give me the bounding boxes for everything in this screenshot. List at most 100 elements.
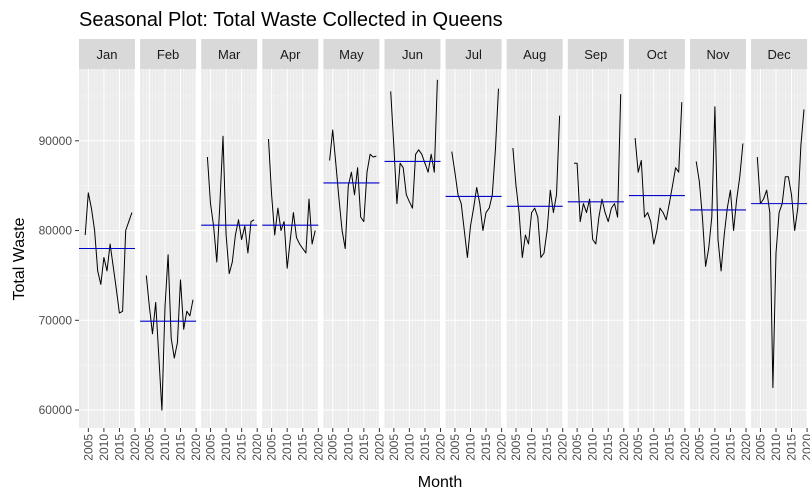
y-tick-label: 80000 [39, 224, 73, 238]
x-tick-label: 2020 [617, 434, 631, 461]
series-line-mar [206, 135, 255, 275]
x-tick-label: 2015 [235, 434, 249, 461]
x-tick-label: 2010 [647, 434, 661, 461]
x-tick-label: 2015 [540, 434, 554, 461]
series-line-apr [268, 138, 316, 269]
facet-strip-label: Sep [584, 47, 607, 62]
facet-panel-aug: Aug 2005 2010 2015 2020 [506, 39, 570, 461]
facet-strip-label: Apr [280, 47, 301, 62]
facet-strip [262, 39, 319, 69]
facet-strip-label: Mar [218, 47, 241, 62]
x-tick-label: 2010 [708, 434, 722, 461]
series-line-feb [145, 254, 194, 411]
facet-panel-mar: Mar 2005 2010 2015 2020 [201, 39, 264, 461]
facet-strip-label: Jan [97, 47, 118, 62]
series-line-oct [634, 102, 683, 245]
series-line-dec [756, 109, 805, 389]
x-tick-label: 2020 [250, 434, 264, 461]
x-tick-label: 2015 [662, 434, 676, 461]
x-tick-label: 2015 [357, 434, 371, 461]
x-tick-label: 2010 [525, 434, 539, 461]
x-tick-label: 2005 [81, 434, 95, 461]
x-tick-label: 2020 [434, 434, 448, 461]
x-tick-label: 2010 [341, 434, 355, 461]
x-tick-label: 2005 [753, 434, 767, 461]
x-tick-label: 2020 [739, 434, 753, 461]
x-tick-label: 2010 [280, 434, 294, 461]
x-tick-label: 2010 [464, 434, 478, 461]
facet-strip [201, 39, 258, 69]
series-line-jun [390, 79, 438, 209]
facet-strip [751, 39, 808, 69]
x-tick-label: 2005 [509, 434, 523, 461]
x-axis-title: Month [418, 474, 462, 491]
x-tick-label: 2020 [800, 434, 810, 461]
x-tick-label: 2005 [204, 434, 218, 461]
y-axis: 60000 70000 80000 90000 [39, 134, 79, 417]
x-tick-label: 2010 [158, 434, 172, 461]
x-tick-label: 2005 [631, 434, 645, 461]
facet-strip [140, 39, 197, 69]
facet-strip-label: Dec [768, 47, 792, 62]
facet-strip [79, 39, 135, 69]
x-tick-label: 2010 [586, 434, 600, 461]
facet-strip-label: Jul [465, 47, 482, 62]
x-tick-label: 2020 [189, 434, 203, 461]
facet-strip [567, 39, 624, 69]
y-tick-label: 60000 [39, 403, 73, 417]
facet-strip-label: Nov [706, 47, 730, 62]
x-tick-label: 2015 [112, 434, 126, 461]
facet-panel-jul: Jul 2005 2010 2015 2020 [445, 39, 509, 461]
x-tick-label: 2020 [556, 434, 570, 461]
x-tick-label: 2020 [128, 434, 142, 461]
x-tick-label: 2005 [387, 434, 401, 461]
facet-strip-label: Aug [523, 47, 546, 62]
series-line-jul [451, 88, 499, 258]
x-tick-label: 2015 [174, 434, 188, 461]
x-tick-label: 2020 [311, 434, 325, 461]
facet-panel-apr: Apr 2005 2010 2015 2020 [262, 39, 325, 461]
x-tick-label: 2020 [372, 434, 386, 461]
facet-strip [445, 39, 502, 69]
facet-strip-label: Jun [402, 47, 423, 62]
x-tick-label: 2015 [479, 434, 493, 461]
series-line-jan [84, 192, 133, 314]
y-tick-label: 70000 [39, 313, 73, 327]
facet-strip [628, 39, 685, 69]
chart-title: Seasonal Plot: Total Waste Collected in … [79, 9, 503, 31]
x-tick-label: 2005 [448, 434, 462, 461]
x-tick-label: 2010 [97, 434, 111, 461]
facet-panel-dec: Dec 2005 2010 2015 2020 [751, 39, 810, 461]
x-tick-label: 2015 [785, 434, 799, 461]
facet-panel-feb: Feb 2005 2010 2015 2020 [140, 39, 203, 461]
y-tick-label: 90000 [39, 134, 73, 148]
x-tick-label: 2015 [418, 434, 432, 461]
facet-panel-jun: Jun 2005 2010 2015 2020 [384, 39, 448, 461]
y-axis-title: Total Waste [11, 217, 28, 300]
x-tick-label: 2005 [265, 434, 279, 461]
x-tick-label: 2020 [678, 434, 692, 461]
facet-strip-label: Feb [157, 47, 179, 62]
x-tick-label: 2010 [402, 434, 416, 461]
x-tick-label: 2020 [495, 434, 509, 461]
x-tick-label: 2005 [142, 434, 156, 461]
facet-panel-may: May 2005 2010 2015 2020 [323, 39, 386, 461]
facet-strip-label: Oct [647, 47, 668, 62]
series-line-sep [574, 94, 622, 245]
facet-strip [690, 39, 746, 69]
facet-panel-sep: Sep 2005 2010 2015 2020 [567, 39, 631, 461]
x-tick-label: 2010 [769, 434, 783, 461]
series-line-aug [512, 115, 561, 258]
series-line-nov [695, 106, 744, 272]
facet-strip-label: May [339, 47, 364, 62]
x-tick-label: 2005 [570, 434, 584, 461]
x-tick-label: 2015 [723, 434, 737, 461]
facet-strip [323, 39, 380, 69]
facet-strip [384, 39, 441, 69]
facet-panel-nov: Nov 2005 2010 2015 2020 [690, 39, 753, 461]
x-tick-label: 2005 [692, 434, 706, 461]
x-tick-label: 2015 [296, 434, 310, 461]
facet-panel-jan: Jan 2005 2010 2015 2020 [79, 39, 142, 461]
